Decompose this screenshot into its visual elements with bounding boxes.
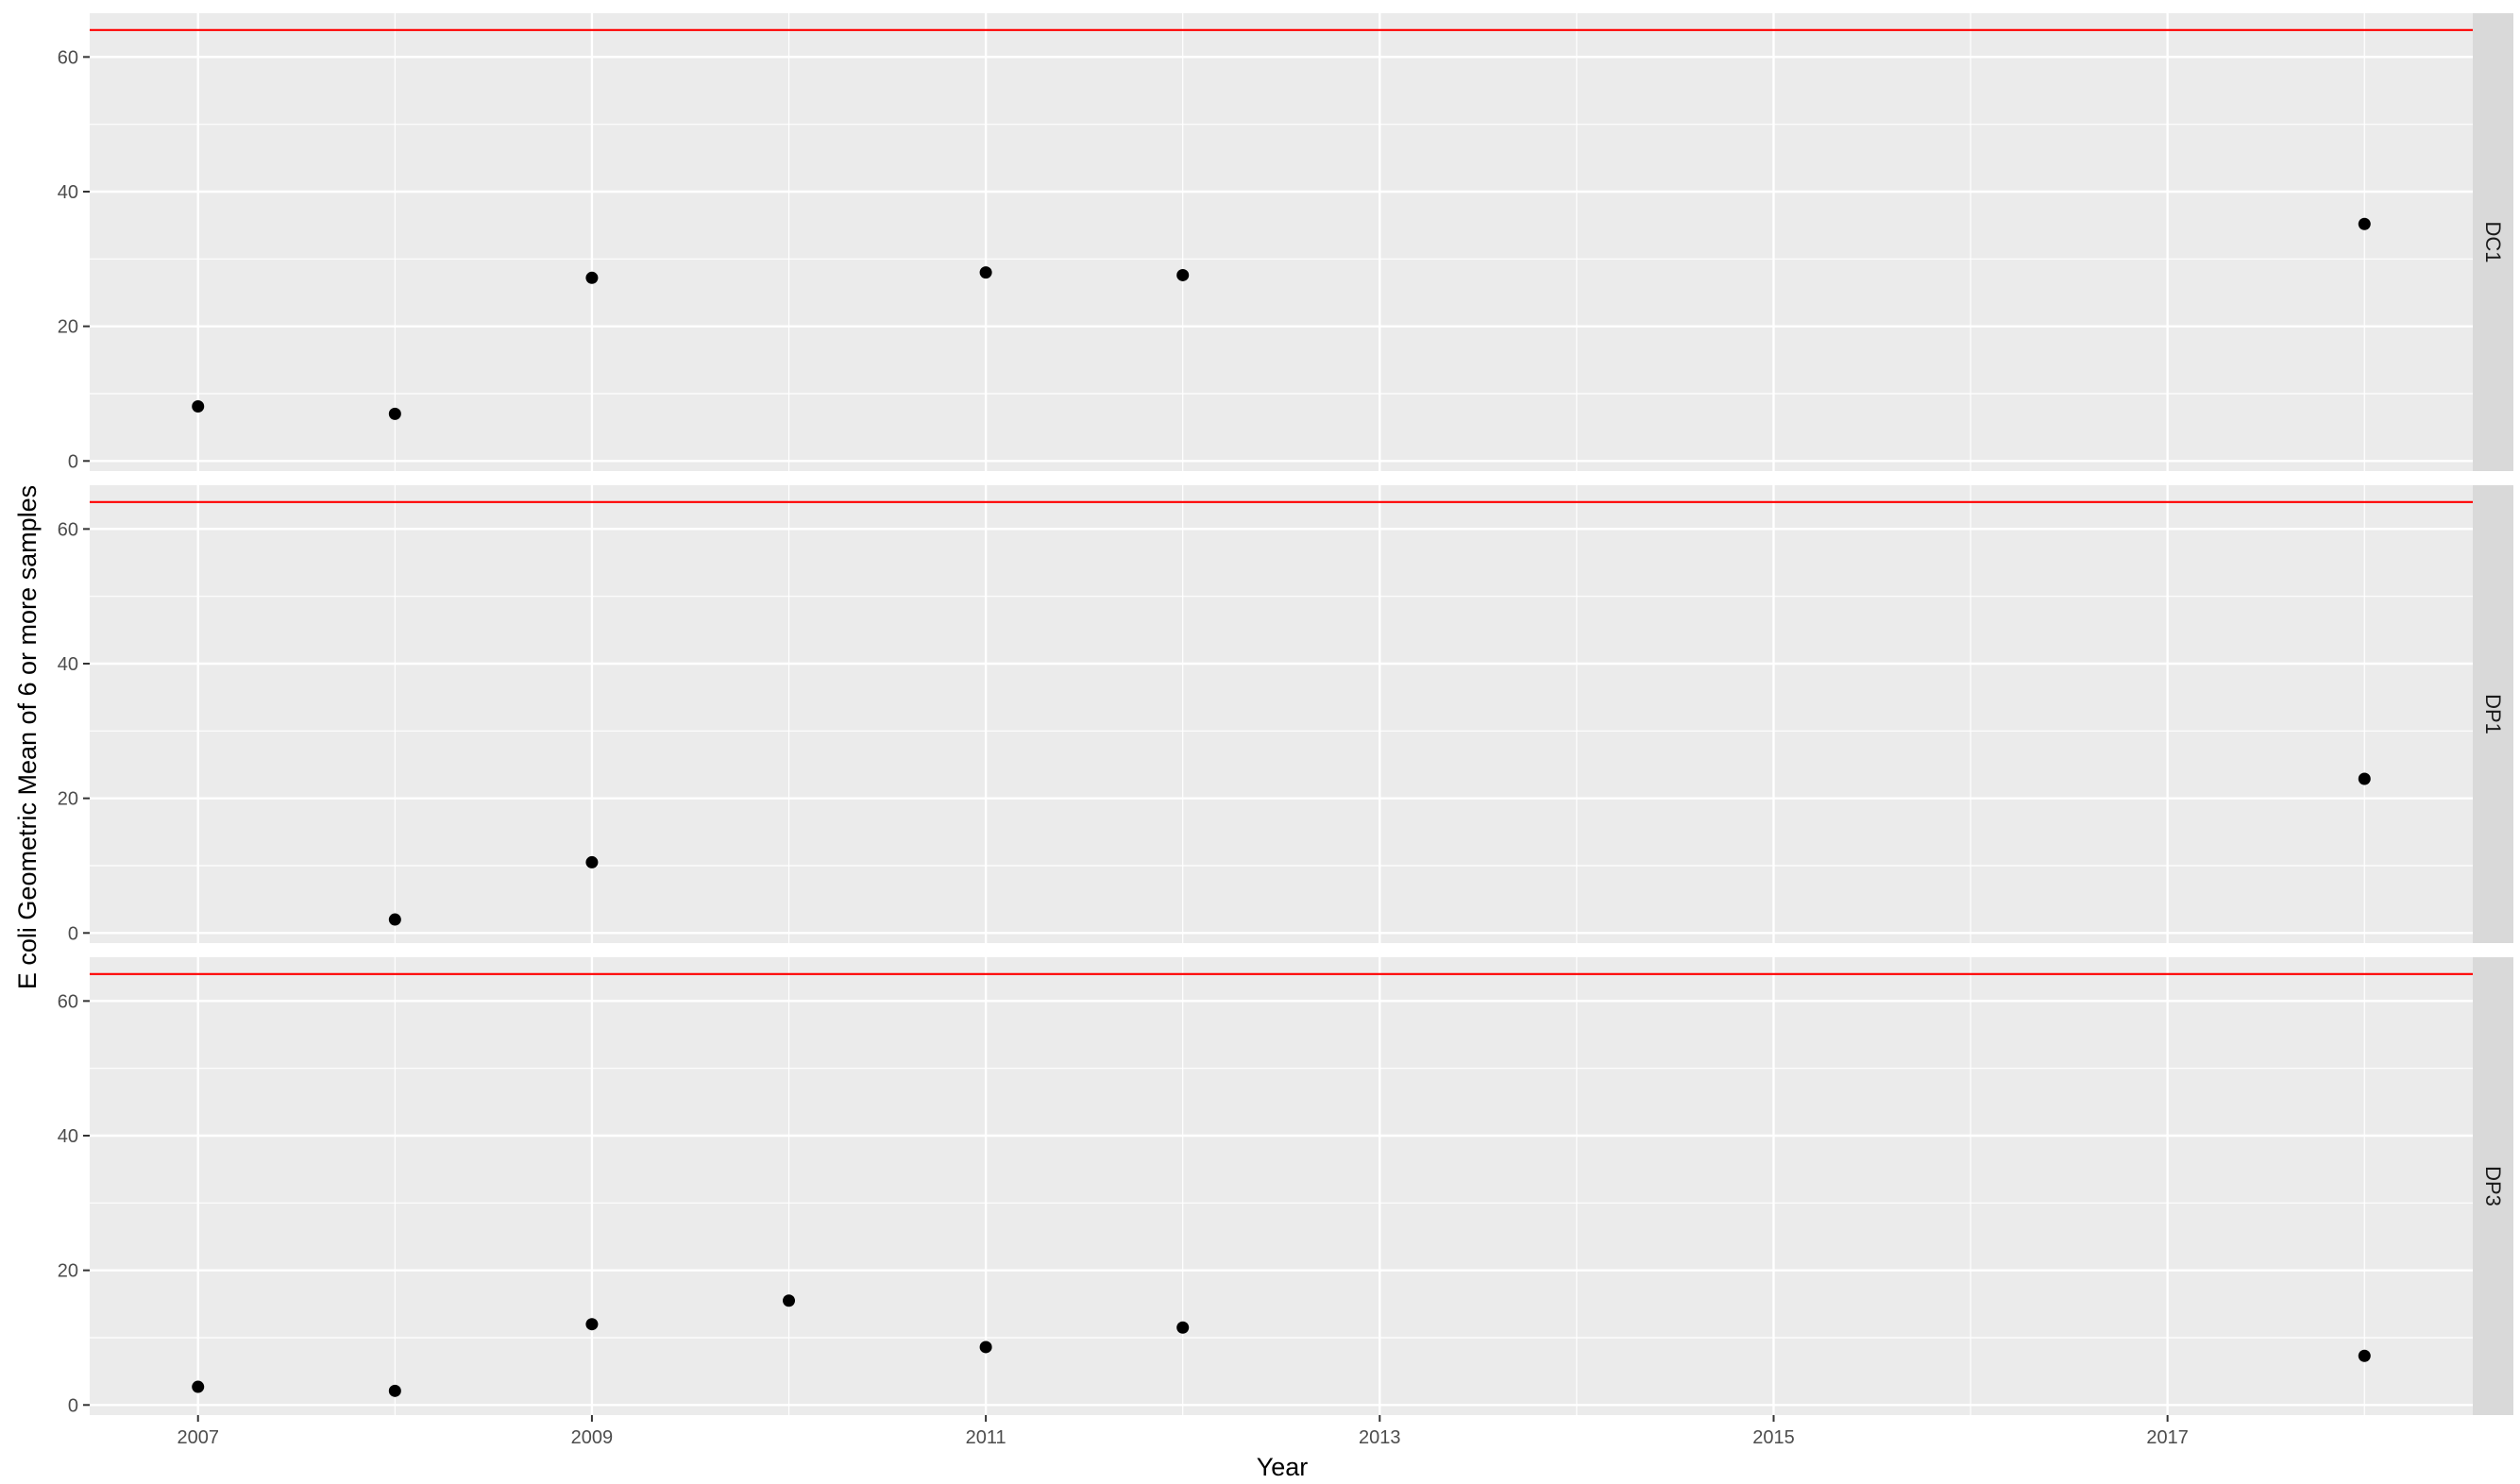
panel-background [90,13,2473,471]
data-point [2358,1349,2371,1362]
panels: 0 20 40 60 DC1 0 20 40 60 DP1 0 20 40 60 DP3 2007 2009 20… [58,13,2513,1448]
data-point [2358,217,2371,230]
y-tick-label: 60 [58,991,78,1012]
facet-strip-label: DC1 [2481,221,2505,262]
y-tick-label: 20 [58,317,78,338]
data-point [388,913,401,926]
panel-background [90,957,2473,1415]
panel-background [90,485,2473,943]
data-point [979,1341,992,1354]
y-tick-label: 60 [58,47,78,68]
facet-strip-label: DP1 [2481,694,2505,734]
panel-dp1: 0 20 40 60 DP1 [58,485,2513,944]
x-tick-label: 2015 [1752,1427,1795,1448]
data-point [585,271,599,284]
x-axis-title: Year [1257,1453,1309,1481]
panel-dp3: 0 20 40 60 DP3 [58,957,2513,1416]
y-tick-label: 40 [58,654,78,675]
data-point [979,266,992,279]
x-tick-label: 2017 [2146,1427,2189,1448]
data-point [783,1294,796,1307]
data-point [1176,1321,1190,1334]
facet-strip [2473,957,2513,1415]
data-point [388,1384,401,1397]
y-tick-label: 40 [58,182,78,203]
y-tick-label: 60 [58,519,78,540]
x-tick-label: 2007 [177,1427,219,1448]
x-tick-label: 2009 [571,1427,614,1448]
facet-strip-label: DP3 [2481,1166,2505,1206]
facet-strip [2473,485,2513,943]
data-point [585,855,599,868]
y-tick-label: 20 [58,1261,78,1282]
data-point [2358,772,2371,785]
y-tick-label: 0 [68,923,78,944]
x-tick-label: 2013 [1359,1427,1401,1448]
y-axis-title: E coli Geometric Mean of 6 or more sampl… [13,485,42,989]
data-point [192,400,205,413]
panel-dc1: 0 20 40 60 DC1 [58,13,2513,472]
facet-strip [2473,13,2513,471]
data-point [585,1318,599,1331]
y-tick-label: 20 [58,789,78,810]
x-tick-label: 2011 [966,1427,1006,1448]
data-point [388,407,401,420]
y-tick-label: 0 [68,1395,78,1416]
data-point [1176,268,1190,281]
y-tick-label: 0 [68,451,78,472]
data-point [192,1380,205,1393]
y-tick-label: 40 [58,1126,78,1147]
